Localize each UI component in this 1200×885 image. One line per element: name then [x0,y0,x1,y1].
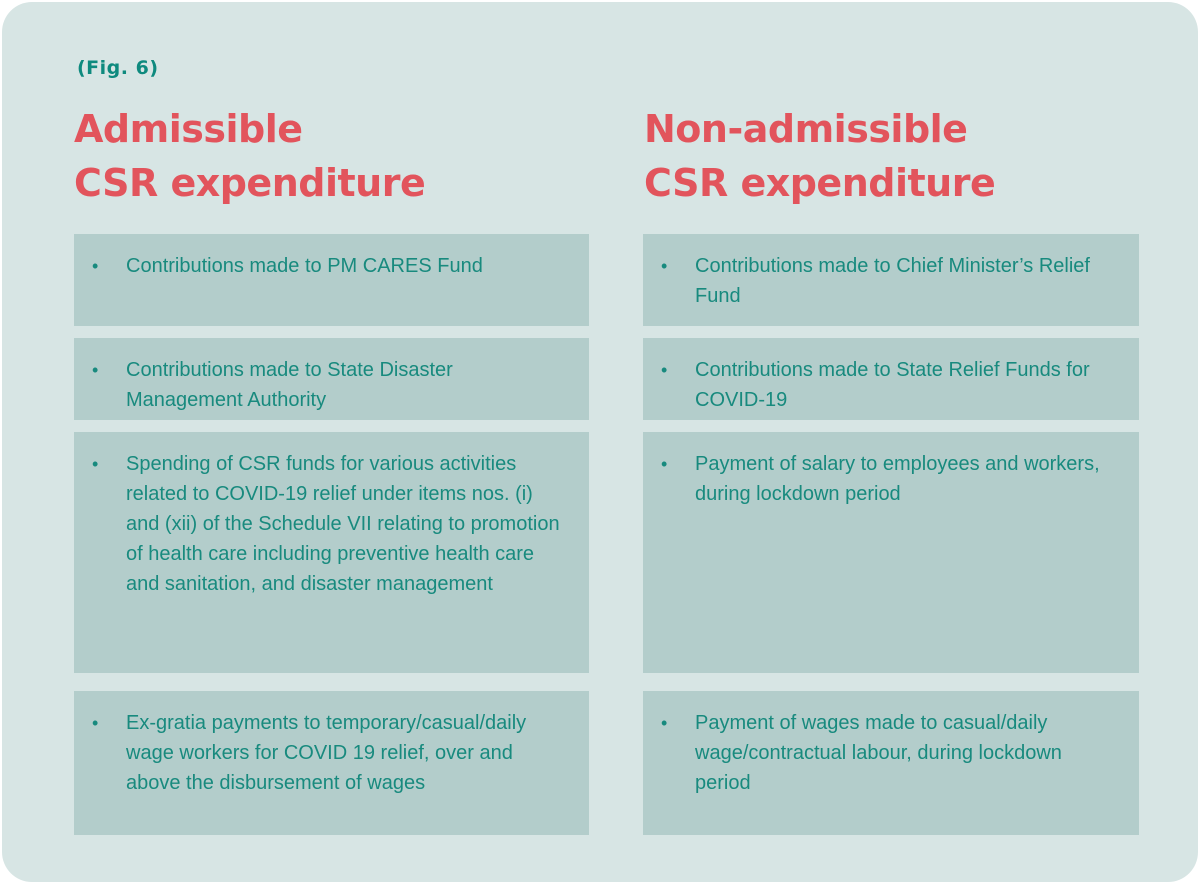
non-admissible-item-text: Payment of wages made to casual/daily wa… [695,712,1062,794]
list-item: • Contributions made to PM CARES Fund [90,251,569,281]
admissible-heading-line1: Admissible [74,107,303,151]
list-item: • Contributions made to State Disaster M… [90,355,569,415]
non-admissible-item-text: Contributions made to State Relief Funds… [695,359,1090,411]
list-item: • Ex-gratia payments to temporary/casual… [90,708,569,798]
non-admissible-heading-line1: Non-admissible [644,107,968,151]
bullet-icon: • [661,256,668,276]
non-admissible-item-box: • Payment of salary to employees and wor… [643,432,1139,673]
bullet-icon: • [92,360,99,380]
admissible-item-text: Contributions made to PM CARES Fund [126,255,483,277]
non-admissible-item-box: • Contributions made to State Relief Fun… [643,338,1139,420]
bullet-icon: • [661,454,668,474]
bullet-icon: • [92,454,99,474]
non-admissible-item-text: Contributions made to Chief Minister’s R… [695,255,1090,307]
admissible-item-text: Contributions made to State Disaster Man… [126,359,453,411]
bullet-icon: • [92,256,99,276]
non-admissible-heading: Non-admissible CSR expenditure [644,102,996,210]
bullet-icon: • [661,713,668,733]
admissible-heading: Admissible CSR expenditure [74,102,426,210]
non-admissible-heading-line2: CSR expenditure [644,161,996,205]
non-admissible-item-text: Payment of salary to employees and worke… [695,453,1100,505]
admissible-heading-line2: CSR expenditure [74,161,426,205]
list-item: • Contributions made to State Relief Fun… [659,355,1119,415]
admissible-item-box: • Spending of CSR funds for various acti… [74,432,589,673]
admissible-item-box: • Contributions made to PM CARES Fund [74,234,589,326]
list-item: • Spending of CSR funds for various acti… [90,449,569,599]
admissible-item-box: • Contributions made to State Disaster M… [74,338,589,420]
admissible-item-box: • Ex-gratia payments to temporary/casual… [74,691,589,835]
list-item: • Payment of salary to employees and wor… [659,449,1119,509]
list-item: • Contributions made to Chief Minister’s… [659,251,1119,311]
bullet-icon: • [661,360,668,380]
figure-label: (Fig. 6) [77,57,159,79]
list-item: • Payment of wages made to casual/daily … [659,708,1119,798]
admissible-item-text: Spending of CSR funds for various activi… [126,453,560,595]
admissible-item-text: Ex-gratia payments to temporary/casual/d… [126,712,527,794]
non-admissible-item-box: • Contributions made to Chief Minister’s… [643,234,1139,326]
non-admissible-item-box: • Payment of wages made to casual/daily … [643,691,1139,835]
bullet-icon: • [92,713,99,733]
